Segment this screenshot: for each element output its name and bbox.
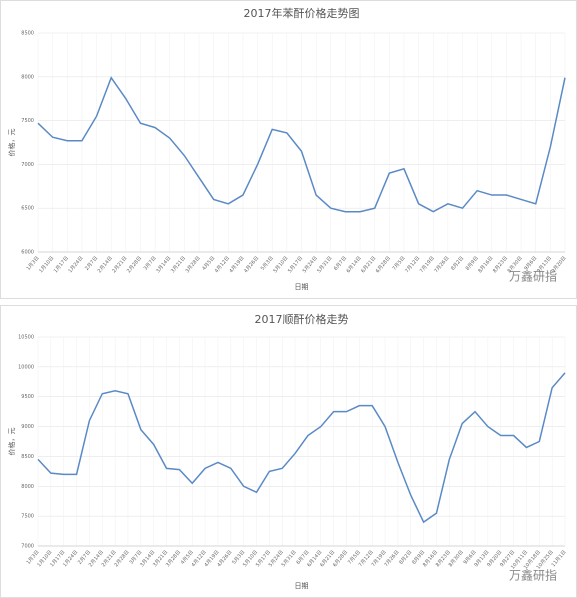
y-tick-label: 7500: [21, 514, 34, 520]
panel: [0, 305, 577, 598]
y-tick-label: 6000: [21, 250, 34, 256]
x-axis-label: 日期: [295, 582, 309, 590]
data-line: [37, 372, 566, 524]
y-tick-label: 10500: [18, 335, 34, 341]
chart-title: 2017年苯酐价格走势图: [244, 6, 360, 20]
y-tick-label: 7000: [21, 162, 34, 168]
y-tick-label: 8500: [21, 31, 34, 37]
panel: [0, 0, 577, 299]
y-tick-label: 8000: [21, 74, 34, 80]
y-tick-label: 8000: [21, 484, 34, 490]
y-tick-label: 6500: [21, 206, 34, 212]
data-line: [37, 76, 566, 213]
y-tick-label: 10000: [18, 364, 34, 370]
y-axis-label: 价格，元: [7, 129, 16, 157]
y-tick-label: 9000: [21, 424, 34, 430]
x-axis-label: 日期: [295, 283, 309, 291]
y-tick-label: 7000: [21, 544, 34, 550]
y-tick-label: 8500: [21, 454, 34, 460]
y-tick-label: 7500: [21, 118, 34, 124]
watermark: 万鑫研指: [509, 269, 557, 284]
y-tick-label: 9500: [21, 394, 34, 400]
watermark: 万鑫研指: [509, 568, 557, 583]
y-axis-label: 价格，元: [7, 428, 16, 456]
chart-title: 2017顺酐价格走势: [255, 312, 349, 326]
